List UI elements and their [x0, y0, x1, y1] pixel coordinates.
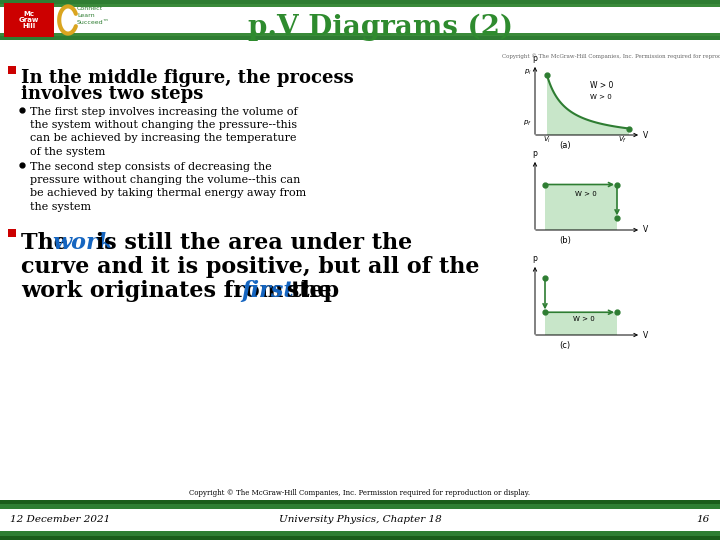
Text: W > 0: W > 0	[575, 191, 597, 197]
Bar	[8, 66, 16, 74]
Text: The second step consists of decreasing the
pressure without changing the volume-: The second step consists of decreasing t…	[30, 162, 306, 212]
Text: work: work	[52, 232, 113, 254]
Text: $V_i$: $V_i$	[543, 135, 551, 145]
Bar	[0, 4, 720, 36]
Text: Copyright © The McGraw-Hill Companies, Inc. Permission required for reproduction: Copyright © The McGraw-Hill Companies, I…	[189, 489, 531, 497]
Text: (a): (a)	[559, 141, 571, 150]
Text: $p_f$: $p_f$	[523, 119, 532, 129]
Text: is still the area under the: is still the area under the	[88, 232, 413, 254]
Bar	[0, 0, 720, 40]
Text: first: first	[241, 280, 294, 302]
Text: step: step	[279, 280, 339, 302]
Text: $p_i$: $p_i$	[524, 68, 532, 77]
Text: (b): (b)	[559, 236, 571, 245]
Bar	[0, 7, 720, 33]
Text: (c): (c)	[559, 341, 570, 350]
Text: involves two steps: involves two steps	[21, 85, 203, 103]
Text: Connect: Connect	[77, 6, 103, 11]
Text: p: p	[533, 54, 537, 63]
Text: work originates from the: work originates from the	[21, 280, 339, 302]
Text: Mc
Graw
Hill: Mc Graw Hill	[19, 10, 39, 30]
Bar	[8, 229, 16, 237]
Bar	[4, 3, 54, 37]
Text: $V_f$: $V_f$	[618, 135, 628, 145]
Text: W > 0: W > 0	[573, 316, 595, 322]
Text: p: p	[533, 149, 537, 158]
Polygon shape	[545, 312, 617, 335]
Bar	[0, 504, 720, 536]
Text: University Physics, Chapter 18: University Physics, Chapter 18	[279, 516, 441, 524]
Text: W > 0: W > 0	[590, 81, 613, 90]
Text: curve and it is positive, but all of the: curve and it is positive, but all of the	[21, 256, 480, 278]
Text: Copyright © The McGraw-Hill Companies, Inc. Permission required for reproduction: Copyright © The McGraw-Hill Companies, I…	[502, 53, 720, 59]
Text: Succeed™: Succeed™	[77, 20, 110, 25]
Text: The first step involves increasing the volume of
the system without changing the: The first step involves increasing the v…	[30, 107, 297, 157]
Text: V: V	[643, 226, 648, 234]
Text: Learn: Learn	[77, 13, 94, 18]
Text: p.V Diagrams (2): p.V Diagrams (2)	[248, 14, 513, 40]
Text: V: V	[643, 131, 648, 139]
Text: The: The	[21, 232, 76, 254]
Text: V: V	[643, 330, 648, 340]
Text: W > 0: W > 0	[590, 94, 612, 100]
Bar	[0, 500, 720, 540]
Polygon shape	[545, 185, 617, 230]
Text: 16: 16	[697, 516, 710, 524]
Polygon shape	[547, 75, 629, 135]
Text: p: p	[533, 254, 537, 263]
Text: In the middle figure, the process: In the middle figure, the process	[21, 69, 354, 87]
Text: 12 December 2021: 12 December 2021	[10, 516, 110, 524]
Bar	[0, 509, 720, 531]
